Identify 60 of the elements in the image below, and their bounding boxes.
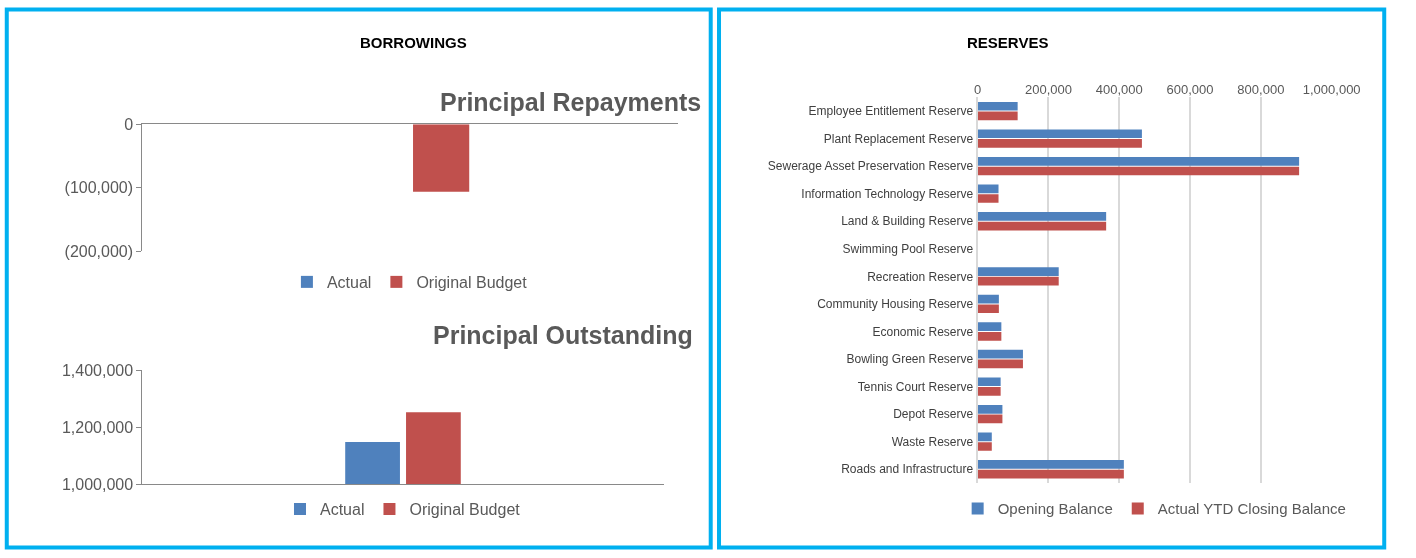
- y-tick-label: (200,000): [64, 243, 134, 261]
- legend-label: Actual YTD Closing Balance: [1157, 500, 1346, 518]
- y-tick-label: 1,200,000: [61, 418, 134, 436]
- bar: [977, 294, 999, 304]
- bar: [977, 359, 1023, 369]
- y-tick-label: 1,000,000: [61, 475, 134, 493]
- bar: [977, 404, 1003, 414]
- bar: [977, 442, 992, 451]
- y-tick-label: Bowling Green Reserve: [846, 352, 974, 367]
- text: BORROWINGS: [360, 34, 467, 51]
- bar: [977, 166, 1300, 176]
- y-tick-label: Waste Reserve: [891, 434, 974, 449]
- y-tick-label: Depot Reserve: [893, 407, 974, 422]
- y-tick-label: Community Housing Reserve: [817, 297, 974, 312]
- bar: [977, 111, 1018, 121]
- y-tick-label: Employee Entitlement Reserve: [808, 104, 974, 119]
- bar: [977, 469, 1124, 479]
- y-tick-label: Swimming Pool Reserve: [842, 242, 974, 257]
- y-tick-label: Plant Replacement Reserve: [823, 131, 974, 146]
- bar: [977, 129, 1142, 139]
- x-tick-label: 400,000: [1095, 81, 1143, 97]
- bar: [977, 460, 1124, 469]
- legend-label: Original Budget: [409, 501, 521, 519]
- bar: [977, 432, 992, 442]
- bar: [977, 101, 1018, 111]
- bar: [977, 304, 999, 314]
- y-tick-label: Recreation Reserve: [867, 269, 974, 284]
- bar: [977, 221, 1107, 231]
- bar: [977, 377, 1001, 387]
- chart-title: Principal Outstanding: [433, 321, 693, 349]
- bar: [977, 349, 1023, 359]
- y-tick-label: Sewerage Asset Preservation Reserve: [767, 159, 974, 174]
- x-tick-label: 800,000: [1237, 81, 1285, 97]
- bar: [977, 139, 1142, 148]
- y-tick-label: Information Technology Reserve: [801, 186, 974, 201]
- legend-label: Actual: [320, 501, 365, 519]
- bar: [977, 194, 999, 203]
- chart-title: Principal Repayments: [440, 88, 702, 116]
- x-tick-label: 1,000,000: [1302, 81, 1361, 97]
- x-tick-label: 200,000: [1024, 81, 1072, 97]
- bar: [977, 322, 1002, 331]
- y-tick-label: 1,400,000: [61, 362, 134, 380]
- y-tick-label: Roads and Infrastructure: [841, 462, 974, 477]
- y-tick-label: Land & Building Reserve: [841, 214, 974, 229]
- bar: [977, 276, 1059, 286]
- y-tick-label: 0: [124, 115, 134, 133]
- y-tick-label: Tennis Court Reserve: [857, 379, 974, 394]
- legend-label: Original Budget: [416, 274, 528, 292]
- legend-label: Actual: [326, 274, 372, 292]
- legend-label: Opening Balance: [997, 500, 1113, 518]
- bar: [977, 267, 1059, 276]
- bar: [977, 387, 1001, 396]
- bar: [977, 212, 1107, 221]
- y-tick-label: (100,000): [64, 179, 134, 197]
- x-tick-label: 600,000: [1166, 81, 1214, 97]
- bar: [977, 156, 1300, 166]
- chart-title: RESERVES: [967, 34, 1049, 51]
- bar: [977, 331, 1002, 341]
- y-tick-label: Economic Reserve: [872, 324, 974, 339]
- bar: [977, 184, 999, 194]
